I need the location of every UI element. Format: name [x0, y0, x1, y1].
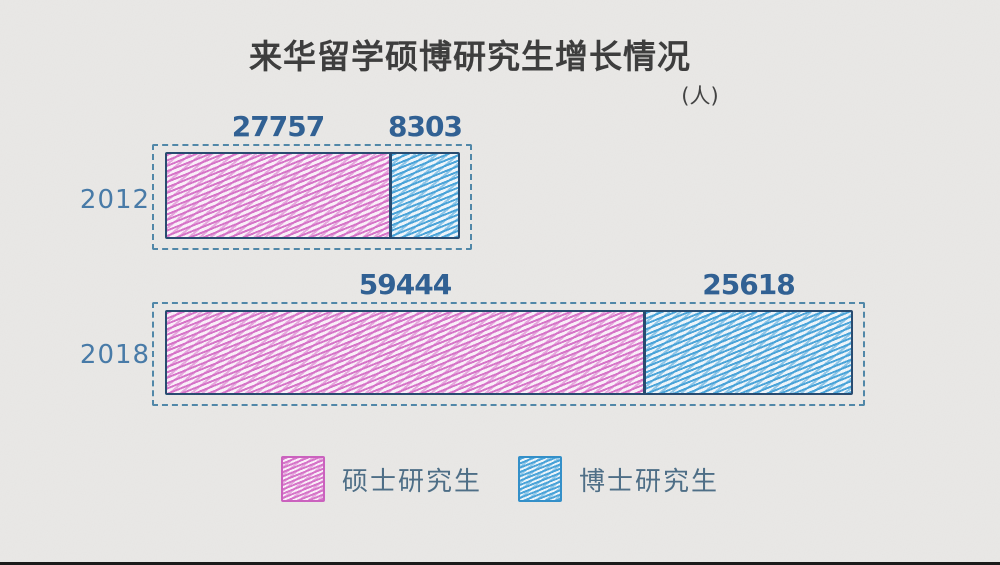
bar-segment-2018-master: 59444	[167, 271, 643, 393]
bar-outline-2018: 59444 25618	[152, 271, 865, 406]
legend-swatch-master-icon	[280, 456, 325, 502]
value-label-2012-master: 27757	[231, 110, 325, 143]
bar-segment-2012-doctor: 8303	[388, 113, 463, 237]
bottom-edge-strip	[0, 562, 1000, 565]
legend-label-master: 硕士研究生	[341, 466, 482, 497]
legend-item-master: 硕士研究生	[280, 456, 482, 502]
category-label-2018: 2018	[79, 340, 151, 370]
legend-label-doctor: 博士研究生	[579, 466, 720, 497]
bar-segment-2012-master: 27757	[167, 113, 389, 237]
bar-outline-2012: 27757 8303	[152, 113, 472, 250]
value-label-2018-doctor: 25618	[702, 268, 795, 301]
stacked-bar-2018: 59444 25618	[165, 271, 853, 395]
chart-title: 来华留学硕博研究生增长情况	[249, 37, 691, 76]
bar-segment-2018-doctor: 25618	[643, 271, 851, 393]
unit-label: (人)	[681, 84, 719, 108]
category-label-2012: 2012	[79, 185, 151, 215]
stacked-bar-2012: 27757 8303	[165, 113, 463, 239]
legend: 硕士研究生 博士研究生	[0, 456, 1000, 502]
legend-item-doctor: 博士研究生	[518, 456, 719, 502]
value-label-2012-doctor: 8303	[388, 110, 463, 143]
legend-swatch-doctor-icon	[518, 456, 562, 502]
value-label-2018-master: 59444	[358, 268, 452, 301]
